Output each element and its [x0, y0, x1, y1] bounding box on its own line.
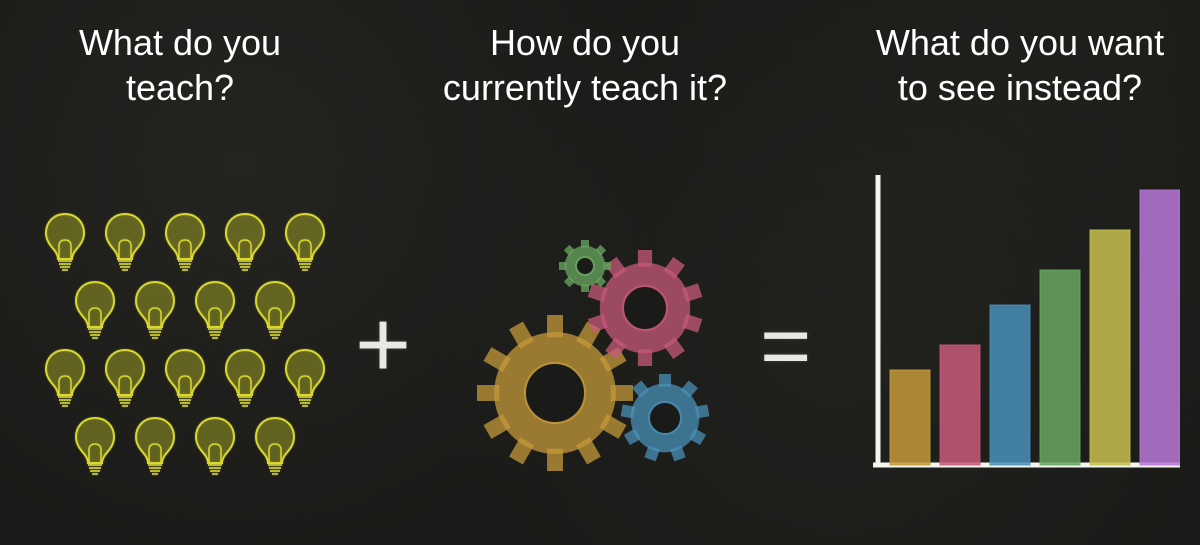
lightbulb-row: [40, 210, 330, 272]
lightbulb-icon: [40, 210, 90, 272]
lightbulb-icon: [130, 414, 180, 476]
bar: [1040, 270, 1080, 465]
lightbulb-row: [70, 414, 300, 476]
bar: [890, 370, 930, 465]
lightbulb-icon: [280, 210, 330, 272]
heading-col2: How do you currently teach it?: [443, 20, 727, 110]
lightbulb-icon: [70, 278, 120, 340]
lightbulb-icon: [40, 346, 90, 408]
equals-operator: =: [760, 295, 805, 397]
lightbulb-icon: [70, 414, 120, 476]
bar: [1140, 190, 1180, 465]
bar: [990, 305, 1030, 465]
lightbulb-row: [40, 346, 330, 408]
lightbulb-icon: [190, 278, 240, 340]
lightbulb-icon: [130, 278, 180, 340]
lightbulb-icon: [190, 414, 240, 476]
lightbulb-row: [70, 278, 300, 340]
lightbulb-icon: [220, 346, 270, 408]
lightbulb-grid: [40, 210, 330, 476]
plus-operator: +: [355, 290, 411, 400]
heading-col3: What do you want to see instead?: [876, 20, 1164, 110]
lightbulb-icon: [160, 210, 210, 272]
lightbulb-icon: [250, 414, 300, 476]
lightbulb-icon: [280, 346, 330, 408]
gear-icon: [621, 374, 710, 461]
lightbulb-icon: [100, 210, 150, 272]
bar-chart: [850, 175, 1180, 475]
lightbulb-icon: [250, 278, 300, 340]
lightbulb-icon: [160, 346, 210, 408]
lightbulb-icon: [100, 346, 150, 408]
heading-col1: What do you teach?: [79, 20, 281, 110]
bar: [1090, 230, 1130, 465]
gears-cluster: [455, 238, 725, 478]
bar: [940, 345, 980, 465]
lightbulb-icon: [220, 210, 270, 272]
gear-icon: [559, 240, 611, 292]
gear-icon: [477, 315, 633, 471]
